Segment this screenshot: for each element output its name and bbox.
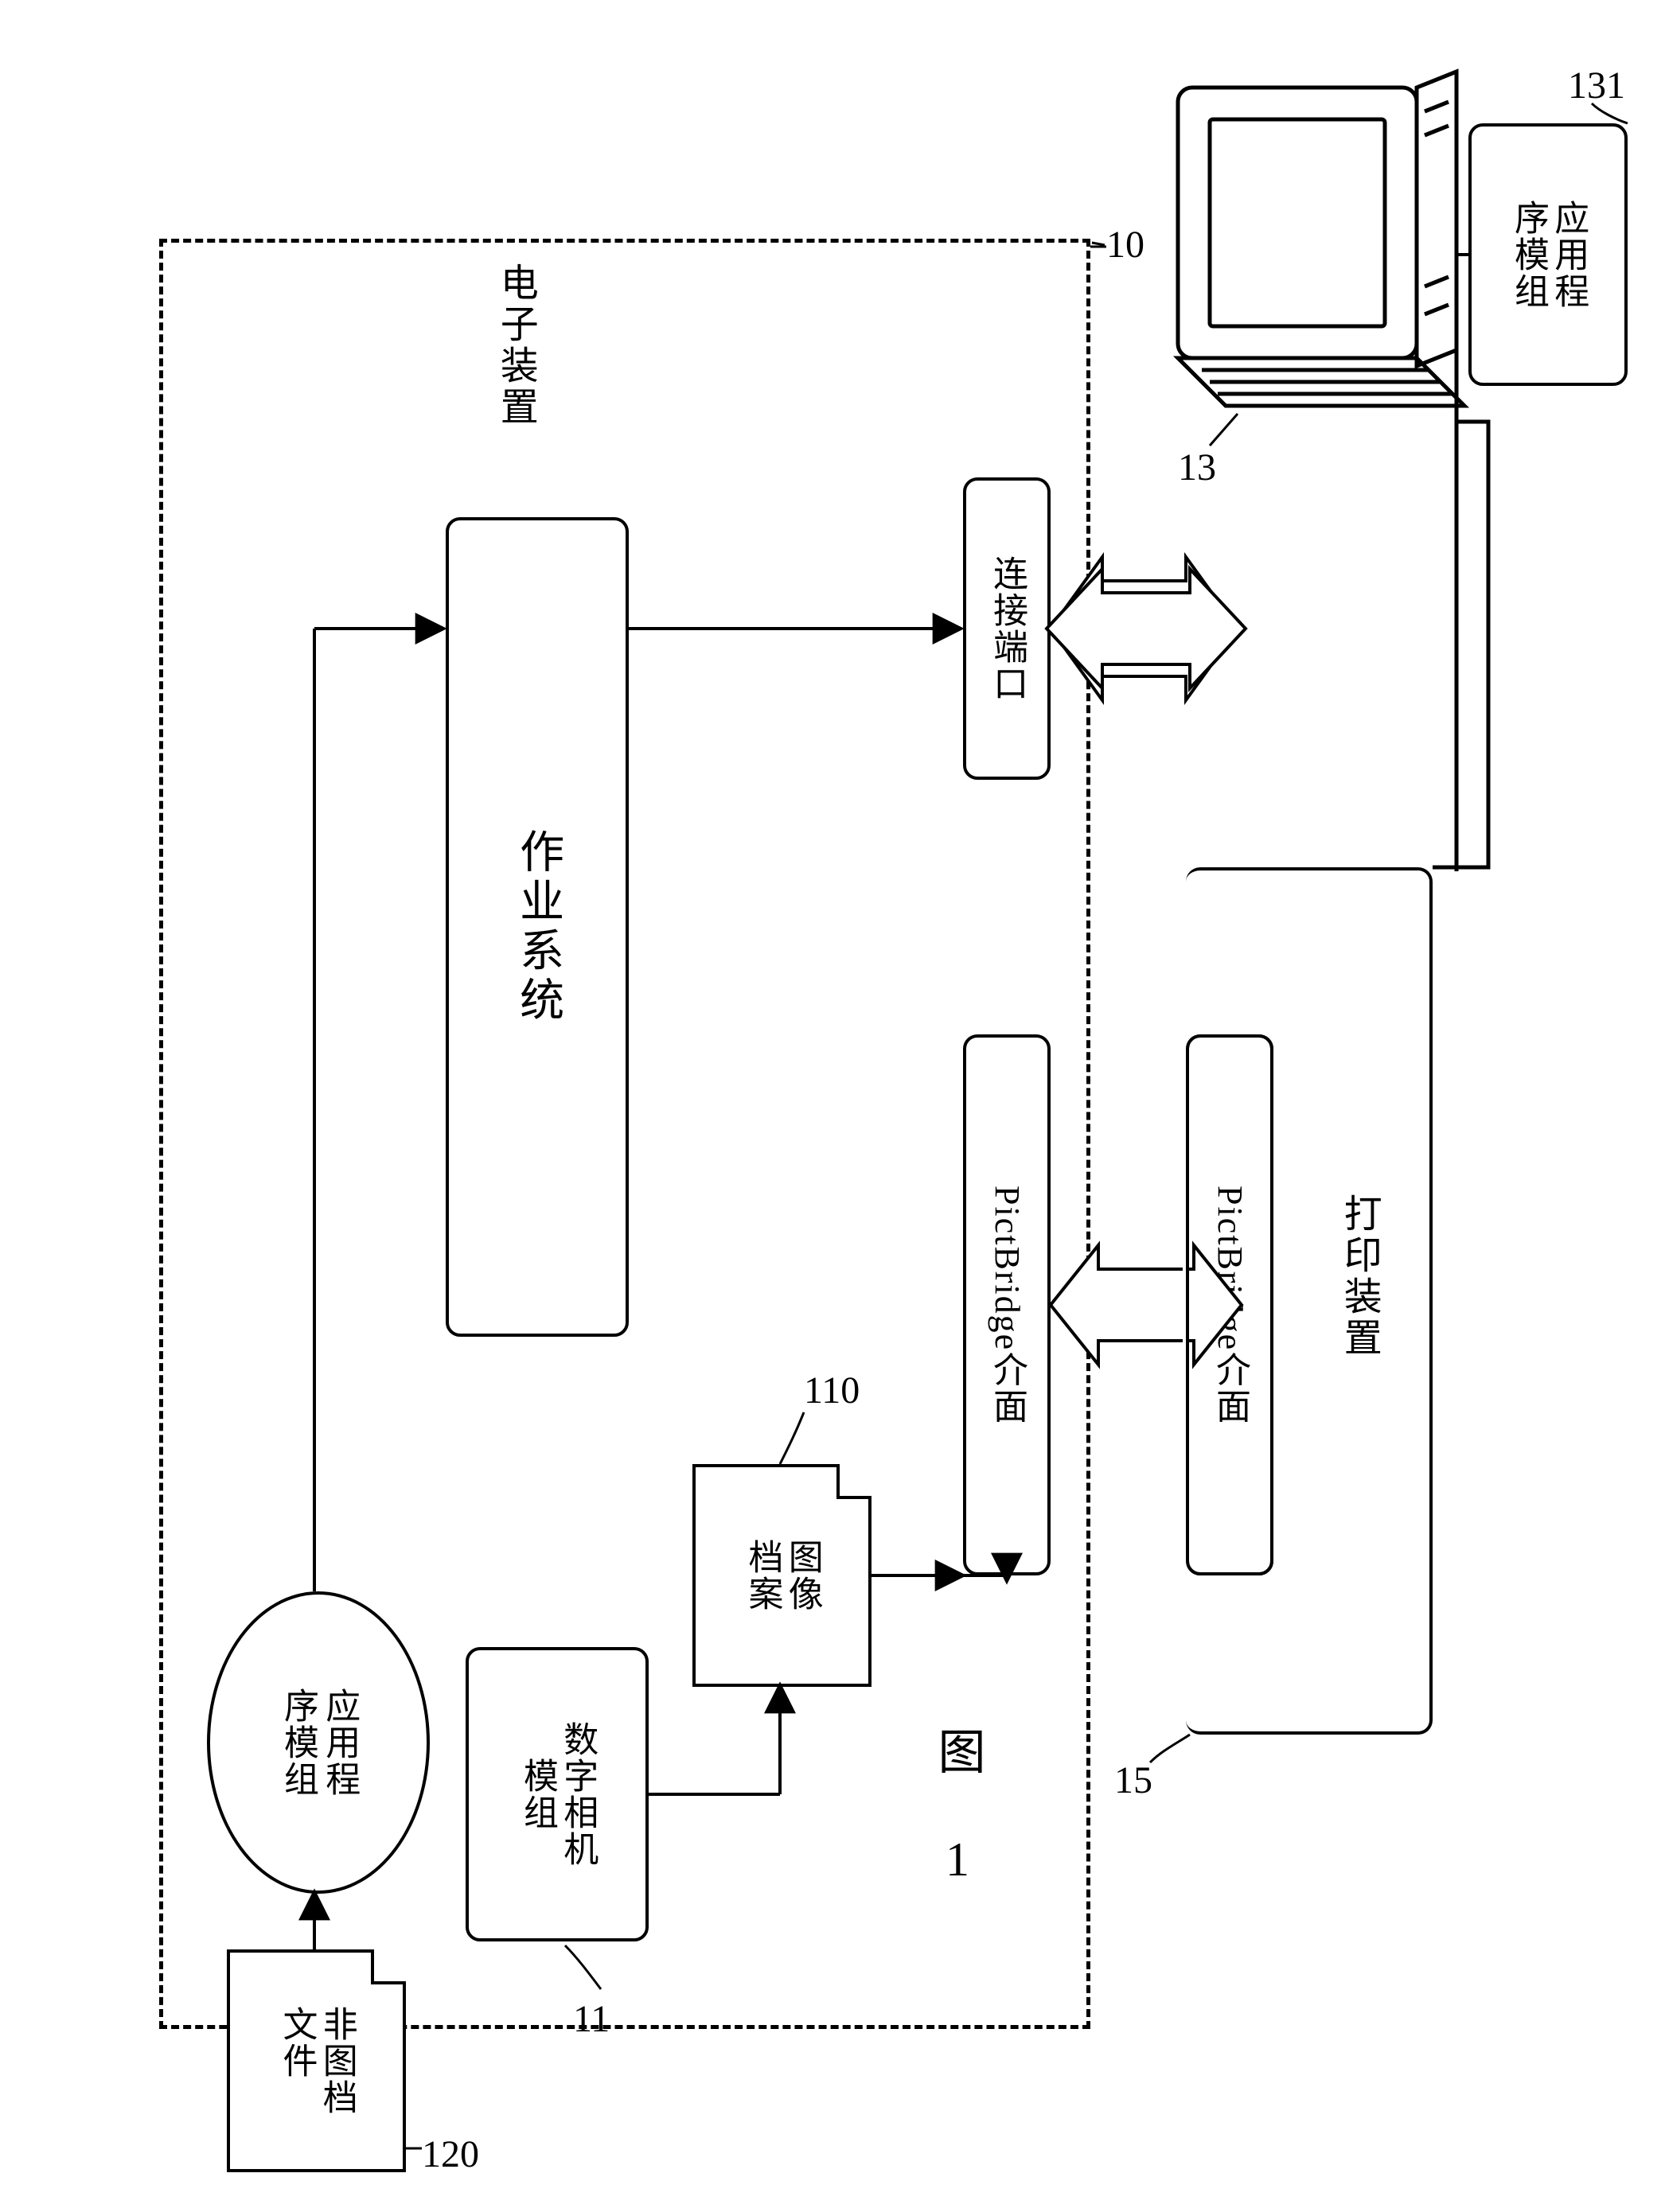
printer-label: 打印装置 [1337,1194,1379,1359]
device-title: 电子装置 [493,263,536,428]
ref-131: 131 [1568,64,1625,107]
diagram-canvas: 电子装置 作业系统 连接端口 序模组 应用程 文件 非图档 模组 数字相机 档案… [0,0,1665,2212]
pictbridge-inner-label: PictBridge介面 [981,1186,1032,1424]
host-app-line2: 序模组 [1510,200,1546,310]
figure-label: 图 1 [931,1727,984,1889]
app-module-line2: 序模组 [279,1688,316,1797]
img-doc-line2: 档案 [743,1539,780,1612]
port-box: 连接端口 [963,477,1051,780]
port-label: 连接端口 [988,555,1025,702]
ref-13: 13 [1178,446,1216,489]
app-module-line1: 应用程 [321,1688,357,1797]
host-app-line1: 应用程 [1550,200,1586,310]
ref-15: 15 [1114,1758,1152,1802]
img-doc-line1: 图像 [784,1539,821,1612]
non-image-doc-line2: 文件 [278,2006,314,2116]
ref-110: 110 [804,1369,860,1412]
os-label: 作业系统 [510,828,563,1026]
app-module-ellipse: 序模组 应用程 [207,1591,430,1894]
non-image-doc: 文件 非图档 [227,1949,406,2172]
non-image-doc-line1: 非图档 [318,2006,355,2116]
dcam-line2: 模组 [519,1721,556,1867]
digital-camera-box: 模组 数字相机 [466,1647,649,1941]
os-box: 作业系统 [446,517,629,1337]
ref-10: 10 [1106,223,1144,267]
pictbridge-outer-redraw [1186,1034,1273,1575]
image-file-doc: 档案 图像 [692,1464,871,1687]
ref-11: 11 [573,1997,610,2041]
ref-120: 120 [422,2132,479,2176]
dcam-line1: 数字相机 [559,1721,595,1867]
pictbridge-inner: PictBridge介面 [963,1034,1051,1575]
host-app-box: 序模组 应用程 [1468,123,1628,386]
